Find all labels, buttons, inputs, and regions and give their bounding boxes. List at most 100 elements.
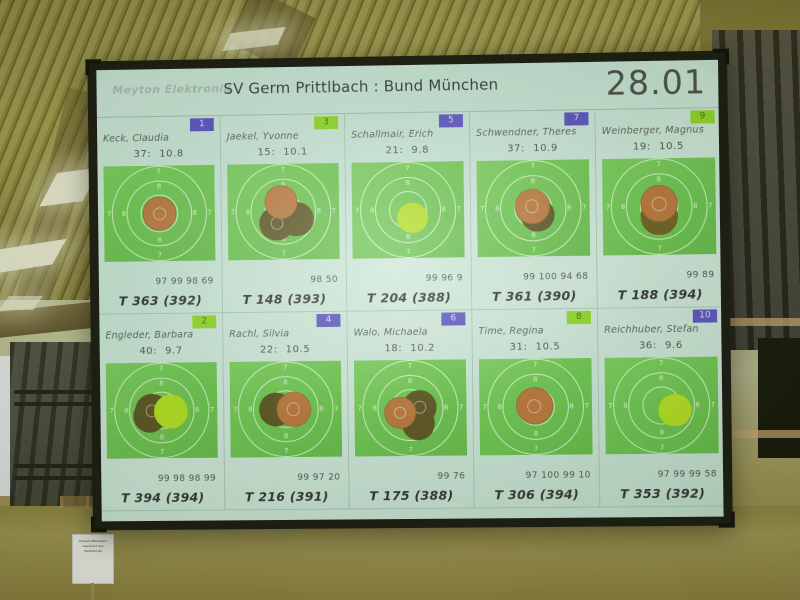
total-score: T 216 (391) [244,488,329,505]
ring-label: 8 [372,404,377,413]
shot-hole [142,196,177,231]
ring-label: 8 [441,205,447,214]
lane-number-badge: 1 [189,118,214,132]
shot-hole [276,391,312,427]
lane-cell-10[interactable]: 10 Reichhuber, Stefan 36: 9.6 7 7 7 7 8 8 8 8 97 99 … [597,307,724,508]
curtain-rail [14,464,164,468]
total-score: T 148 (393) [242,291,327,307]
ring-label: 8 [406,232,411,242]
lane-number-badge: 4 [316,313,341,328]
last-shot-value: 10.8 [159,148,184,160]
shot-hole-center-icon [152,207,166,220]
shot-hole-center-icon [651,196,667,211]
series-scores: 99 97 20 [297,472,341,483]
last-shot-value: 9.6 [664,339,683,352]
ring-label: 8 [194,406,200,415]
shot-count: 31: [509,341,528,353]
shot-count: 37: [507,143,526,155]
lane-cell-7[interactable]: 7 Schwendner, Theres 37: 10.9 7 7 7 7 8 8 8 8 99 100… [469,110,598,311]
series-scores: 97 99 98 69 [155,276,214,288]
series-scores: 99 96 9 [425,273,463,284]
last-shot-value: 10.5 [658,140,685,153]
ring-label: 7 [533,444,539,453]
wall-trim [700,430,800,438]
ring-label: 7 [584,402,590,411]
lane-cell-1[interactable]: 1 Keck, Claudia 37: 10.8 7 7 7 7 8 8 8 8 97 99 98 69… [96,115,224,315]
ring-label: 8 [658,374,664,383]
ring-label: 8 [659,428,665,437]
ring-label: 8 [569,402,574,411]
wall-trim [700,318,800,326]
ring-label: 7 [156,167,162,176]
ring-label: 8 [156,182,162,191]
shot-count: 15: [257,147,276,159]
shot-count: 18: [384,343,403,355]
shooter-name: Jaekel, Yvonne [226,130,299,143]
ring-label: 7 [281,249,287,258]
curtain-rail [14,390,164,394]
ring-label: 7 [407,361,413,371]
ring-label: 7 [482,403,488,412]
ring-label: 7 [656,160,661,169]
curtain-rail [14,402,164,406]
ring-label: 7 [331,206,337,216]
frame-corner-icon [718,511,735,528]
lane-number-badge: 3 [314,116,339,130]
total-score: T 204 (388) [366,289,452,306]
ring-label: 8 [192,208,198,217]
ring-label: 8 [157,236,162,245]
shot-count-and-last-value: 40: 9.7 [106,345,217,357]
ring-label: 8 [620,202,626,212]
target-face-7[interactable]: 7 7 7 7 8 8 8 8 [476,159,591,258]
ring-label: 8 [533,429,539,438]
ring-label: 7 [207,208,212,217]
ring-label: 7 [284,447,289,456]
lane-cell-8[interactable]: 8 Time, Regina 31: 10.5 7 7 7 7 8 8 8 8 97 100 99 10… [472,308,601,509]
ring-label: 8 [530,177,536,186]
ring-label: 8 [121,209,127,218]
lane-cell-4[interactable]: 4 Rachl, Silvia 22: 10.5 7 7 7 7 8 8 8 8 99 97 20 T 2… [223,311,350,511]
ring-label: 8 [531,231,536,240]
ring-label: 8 [124,406,129,415]
sign-pole [91,583,94,600]
last-shot-value: 10.5 [535,341,561,353]
shot-hole-center-icon [286,402,301,416]
event-date: 28.01 [605,62,707,103]
ring-label: 8 [443,403,449,412]
shot-count-and-last-value: 36: 9.6 [604,340,717,352]
ring-label: 7 [582,203,587,212]
shooter-name: Reichhuber, Stefan [604,323,699,336]
ring-label: 8 [369,206,375,215]
shot-count-and-last-value: 21: 9.8 [351,144,463,157]
ring-label: 7 [408,445,414,455]
shooter-name: Weinberger, Magnus [601,124,705,138]
shot-count: 40: [139,345,158,357]
ring-label: 8 [247,405,253,414]
last-shot-value: 10.1 [283,146,308,158]
series-scores: 99 89 [686,270,715,281]
ring-label: 8 [495,204,500,213]
lane-cell-2[interactable]: 2 Engleder, Barbara 40: 9.7 7 7 7 7 8 8 8 8 99 98 98… [99,313,226,512]
ring-label: 8 [405,178,410,188]
ring-label: 8 [283,432,289,441]
total-score: T 394 (394) [121,489,205,506]
ring-label: 8 [656,175,662,184]
ring-label: 7 [158,364,164,373]
ring-label: 7 [405,163,410,173]
lane-number-badge: 7 [564,112,589,126]
